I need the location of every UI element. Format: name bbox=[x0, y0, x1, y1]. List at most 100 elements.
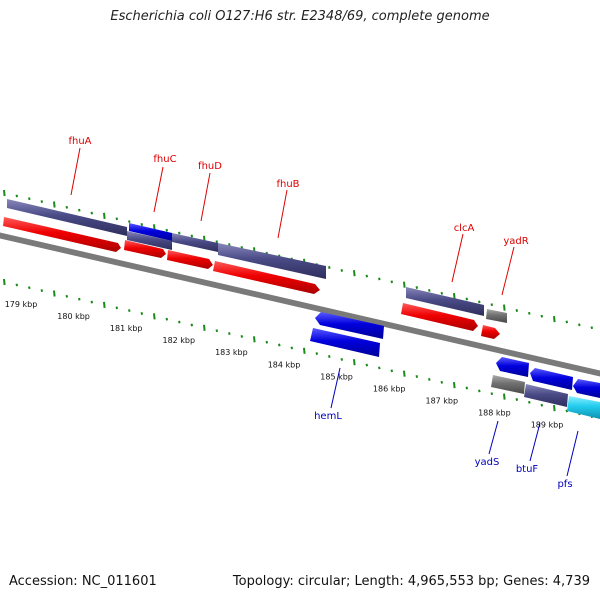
label-yadR[interactable]: yadR bbox=[503, 236, 528, 247]
kbp-label: 183 kbp bbox=[215, 348, 248, 357]
cds-fhuC-red[interactable] bbox=[124, 240, 166, 258]
tick-mark-bottom bbox=[290, 346, 294, 350]
label-yadS[interactable]: yadS bbox=[475, 457, 500, 468]
tick-mark-bottom bbox=[53, 290, 56, 297]
genome-summary: Topology: circular; Length: 4,965,553 bp… bbox=[232, 574, 590, 589]
tick-mark-top bbox=[440, 291, 444, 295]
map-title: Escherichia coli O127:H6 str. E2348/69, … bbox=[110, 9, 490, 24]
tick-mark-bottom bbox=[303, 347, 306, 354]
tick-mark-top bbox=[590, 326, 594, 330]
tick-mark-top bbox=[515, 309, 519, 312]
gene-yadR[interactable] bbox=[486, 309, 507, 323]
tick-mark-top bbox=[228, 243, 231, 247]
tick-mark-top bbox=[528, 311, 531, 315]
tick-mark-bottom bbox=[453, 382, 456, 389]
kbp-label: 187 kbp bbox=[425, 396, 458, 405]
tick-mark-bottom bbox=[165, 317, 169, 321]
tick-mark-bottom bbox=[478, 389, 481, 393]
tick-mark-top bbox=[578, 323, 581, 327]
leader-hemL bbox=[330, 367, 341, 409]
tick-mark-top bbox=[478, 300, 481, 304]
cds-pfs[interactable] bbox=[573, 379, 600, 398]
leader-fhuA bbox=[70, 147, 81, 196]
accession-label: Accession: NC_011601 bbox=[9, 574, 157, 589]
tick-mark-top bbox=[53, 201, 56, 208]
label-fhuD[interactable]: fhuD bbox=[198, 161, 222, 172]
tick-mark-bottom bbox=[103, 301, 106, 308]
tick-mark-top bbox=[90, 211, 94, 215]
tick-mark-top bbox=[140, 223, 144, 226]
gene-hemL[interactable] bbox=[310, 328, 380, 357]
tick-mark-bottom bbox=[428, 377, 431, 381]
label-btuF[interactable]: btuF bbox=[516, 464, 539, 475]
tick-mark-top bbox=[190, 234, 194, 238]
tick-track-bottom bbox=[3, 278, 594, 419]
label-fhuA[interactable]: fhuA bbox=[68, 136, 91, 147]
tick-mark-top bbox=[328, 266, 331, 269]
gene-pfs[interactable] bbox=[567, 396, 600, 419]
gene-fhuC[interactable] bbox=[127, 231, 172, 250]
cds-hemL[interactable] bbox=[315, 312, 384, 339]
tick-mark-bottom bbox=[553, 405, 556, 412]
tick-mark-bottom bbox=[78, 297, 81, 301]
gene-labels-bottom: hemL yadS btuF pfs bbox=[314, 367, 579, 490]
tick-mark-bottom bbox=[3, 278, 6, 286]
cds-fhuC[interactable] bbox=[129, 223, 172, 241]
label-clcA[interactable]: clcA bbox=[454, 223, 475, 234]
tick-mark-top bbox=[503, 304, 506, 311]
tick-mark-bottom bbox=[415, 375, 419, 378]
cds-fhuD[interactable] bbox=[167, 250, 213, 269]
tick-mark-top bbox=[390, 280, 394, 284]
leader-pfs bbox=[566, 430, 579, 477]
tick-mark-top bbox=[215, 240, 219, 244]
tick-mark-bottom bbox=[403, 370, 406, 377]
tick-mark-bottom bbox=[315, 352, 319, 356]
label-hemL[interactable]: hemL bbox=[314, 411, 342, 422]
tick-mark-top bbox=[28, 197, 31, 201]
cds-btuF[interactable] bbox=[530, 368, 573, 390]
tick-mark-top bbox=[553, 316, 556, 323]
tick-mark-bottom bbox=[215, 329, 219, 333]
tick-mark-top bbox=[3, 189, 6, 197]
tick-mark-bottom bbox=[503, 393, 506, 400]
kbp-label: 185 kbp bbox=[320, 372, 353, 381]
gene-yadS[interactable] bbox=[491, 375, 525, 394]
tick-mark-top bbox=[78, 208, 81, 212]
tick-mark-top bbox=[415, 286, 419, 289]
tick-mark-bottom bbox=[340, 357, 344, 361]
label-fhuC[interactable]: fhuC bbox=[153, 154, 176, 165]
gene-btuF[interactable] bbox=[524, 384, 568, 407]
tick-mark-top bbox=[378, 277, 381, 281]
gene-fhuA[interactable] bbox=[7, 199, 127, 236]
cds-fhuB[interactable] bbox=[213, 261, 320, 294]
gene-fhuD[interactable] bbox=[172, 233, 218, 252]
tick-mark-bottom bbox=[490, 392, 494, 396]
cds-yadR[interactable] bbox=[481, 325, 500, 339]
tick-mark-bottom bbox=[278, 343, 281, 347]
kbp-label: 181 kbp bbox=[110, 324, 143, 333]
cds-yadS[interactable] bbox=[496, 357, 529, 377]
cds-fhuA[interactable] bbox=[3, 217, 121, 252]
leader-yadR bbox=[501, 246, 515, 296]
tick-mark-bottom bbox=[540, 403, 544, 407]
gene-fhuB[interactable] bbox=[218, 243, 326, 279]
kbp-label: 182 kbp bbox=[162, 336, 195, 345]
leader-fhuD bbox=[200, 172, 211, 222]
tick-mark-bottom bbox=[90, 300, 94, 304]
tick-mark-top bbox=[428, 288, 431, 292]
cds-clcA[interactable] bbox=[401, 303, 478, 331]
tick-mark-bottom bbox=[265, 340, 269, 344]
gene-clcA[interactable] bbox=[406, 287, 484, 316]
tick-mark-top bbox=[165, 228, 169, 232]
kbp-label: 184 kbp bbox=[268, 360, 301, 369]
leader-fhuC bbox=[153, 166, 164, 213]
tick-mark-bottom bbox=[190, 323, 194, 327]
label-pfs[interactable]: pfs bbox=[557, 479, 572, 490]
tick-mark-top bbox=[65, 205, 69, 209]
tick-mark-bottom bbox=[128, 309, 131, 313]
kbp-label: 179 kbp bbox=[5, 300, 38, 309]
label-fhuB[interactable]: fhuB bbox=[276, 179, 299, 190]
tick-mark-bottom bbox=[115, 306, 119, 310]
genome-backbone bbox=[0, 232, 600, 377]
